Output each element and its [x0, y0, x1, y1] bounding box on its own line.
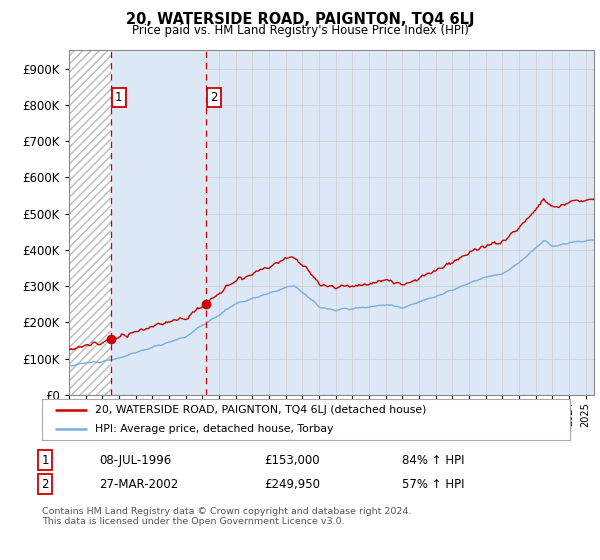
- Text: 2: 2: [41, 478, 49, 491]
- Text: Contains HM Land Registry data © Crown copyright and database right 2024.
This d: Contains HM Land Registry data © Crown c…: [42, 507, 412, 526]
- Bar: [69, 50, 111, 395]
- Text: Price paid vs. HM Land Registry's House Price Index (HPI): Price paid vs. HM Land Registry's House …: [131, 24, 469, 37]
- Text: 08-JUL-1996: 08-JUL-1996: [99, 454, 171, 467]
- Text: 27-MAR-2002: 27-MAR-2002: [99, 478, 178, 491]
- Text: 20, WATERSIDE ROAD, PAIGNTON, TQ4 6LJ: 20, WATERSIDE ROAD, PAIGNTON, TQ4 6LJ: [126, 12, 474, 27]
- Text: £249,950: £249,950: [264, 478, 320, 491]
- Text: 1: 1: [41, 454, 49, 467]
- Bar: [111, 50, 206, 395]
- Text: 20, WATERSIDE ROAD, PAIGNTON, TQ4 6LJ (detached house): 20, WATERSIDE ROAD, PAIGNTON, TQ4 6LJ (d…: [95, 405, 426, 415]
- Text: 2: 2: [211, 91, 218, 104]
- Text: £153,000: £153,000: [264, 454, 320, 467]
- Text: 1: 1: [115, 91, 122, 104]
- Text: HPI: Average price, detached house, Torbay: HPI: Average price, detached house, Torb…: [95, 424, 333, 433]
- Text: 57% ↑ HPI: 57% ↑ HPI: [402, 478, 464, 491]
- Text: 84% ↑ HPI: 84% ↑ HPI: [402, 454, 464, 467]
